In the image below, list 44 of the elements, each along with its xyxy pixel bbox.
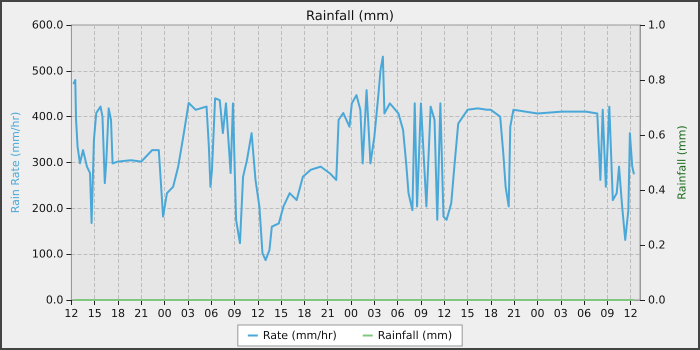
y2-tick-label: 1.0 xyxy=(648,18,666,32)
x-tick-label: 15 xyxy=(274,307,288,320)
x-tick-label: 06 xyxy=(577,307,592,320)
y-tick-label: 600.0 xyxy=(32,18,64,32)
y-tick-label: 500.0 xyxy=(32,64,64,78)
y2-tick-label: 0.0 xyxy=(648,294,666,306)
x-tick-label: 12 xyxy=(624,307,638,320)
y-tick-label: 400.0 xyxy=(32,110,64,124)
y-tick-label: 100.0 xyxy=(32,248,64,261)
y2-tick-label: 0.6 xyxy=(648,128,666,142)
line-series xyxy=(72,56,635,262)
x-tick-label: 12 xyxy=(437,307,452,320)
x-tick-label: 18 xyxy=(297,307,312,320)
y-tick-label: 0.0 xyxy=(46,294,64,306)
y2-tick-label: 0.2 xyxy=(648,238,666,252)
x-tick-label: 00 xyxy=(530,307,544,320)
x-tick-label: 18 xyxy=(484,307,498,320)
x-tick-label: 15 xyxy=(460,307,475,320)
x-tick-label: 21 xyxy=(507,307,522,320)
y2-axis-title: Rainfall (mm) xyxy=(675,125,688,200)
legend-label: Rainfall (mm) xyxy=(378,329,452,342)
x-tick-label: 09 xyxy=(228,307,242,320)
x-tick-label: 21 xyxy=(320,307,335,320)
x-tick-label: 15 xyxy=(88,307,102,320)
x-tick-label: 09 xyxy=(600,307,614,320)
x-tick-label: 03 xyxy=(367,307,382,320)
x-tick-label: 03 xyxy=(180,307,195,320)
x-tick-label: 00 xyxy=(158,307,172,320)
y-axis-title: Rain Rate (mm/hr) xyxy=(9,112,22,214)
x-tick-label: 09 xyxy=(414,307,428,320)
legend-label: Rate (mm/hr) xyxy=(262,329,337,342)
y2-tick-label: 0.4 xyxy=(648,184,666,196)
x-tick-label: 12 xyxy=(64,307,78,320)
x-tick-label: 18 xyxy=(111,307,125,320)
x-tick-label: 21 xyxy=(134,307,148,320)
y-tick-label: 200.0 xyxy=(32,202,64,215)
x-tick-label: 00 xyxy=(344,307,358,320)
y2-tick-label: 0.8 xyxy=(648,74,666,86)
x-tick-label: 06 xyxy=(204,307,218,320)
chart-title: Rainfall (mm) xyxy=(306,9,394,24)
x-tick-label: 12 xyxy=(250,307,265,320)
x-tick-label: 03 xyxy=(554,307,568,320)
y-tick-label: 300.0 xyxy=(32,156,64,169)
x-tick-label: 06 xyxy=(390,307,405,320)
